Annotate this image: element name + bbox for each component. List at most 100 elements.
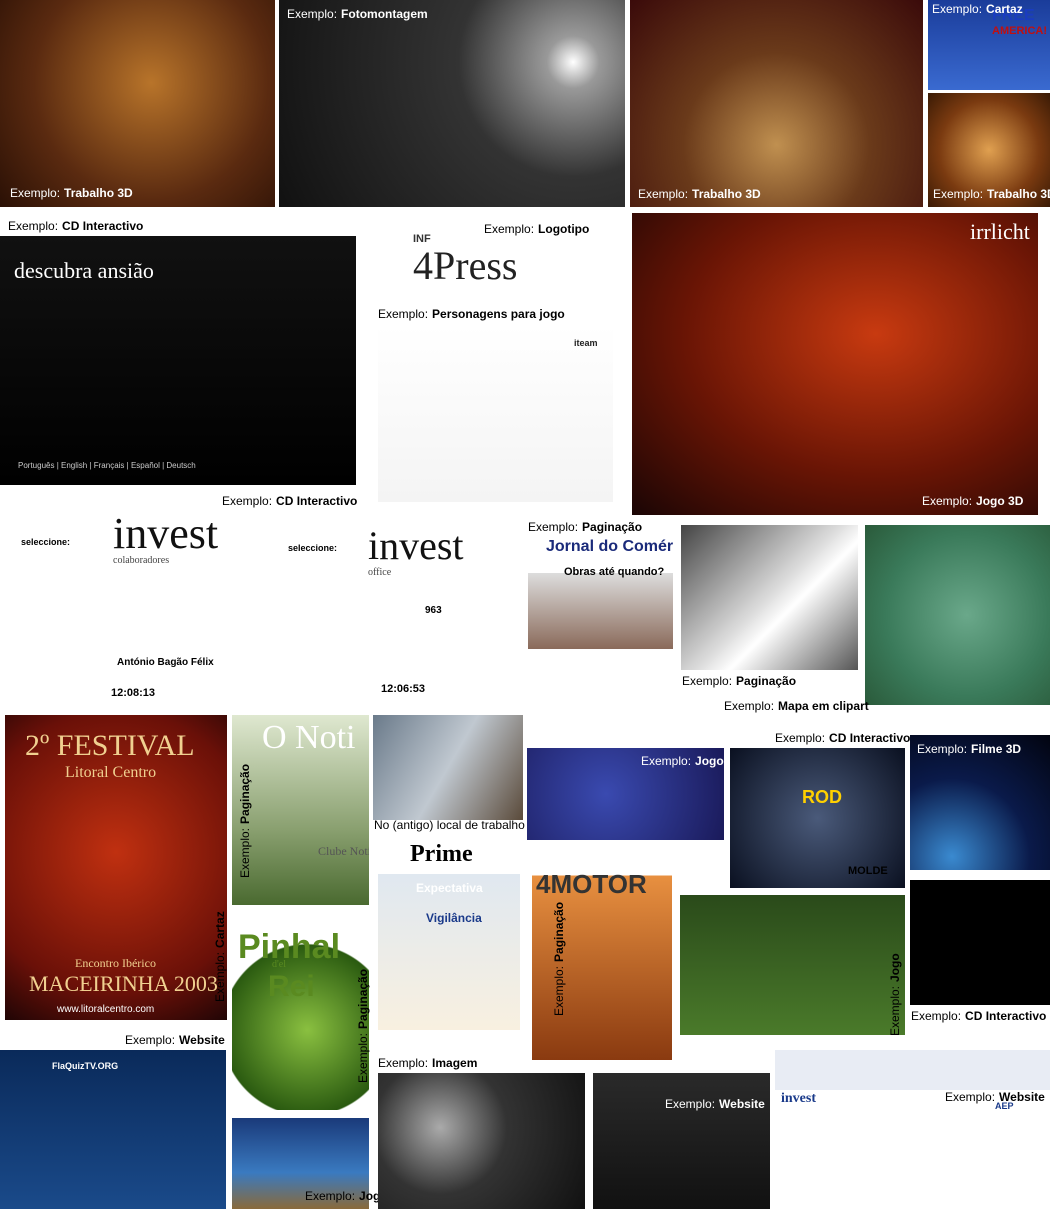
caption-label: Paginação xyxy=(238,763,252,824)
caption-prefix: Exemplo: xyxy=(665,1097,716,1111)
image-text: seleccione: xyxy=(21,537,71,547)
image-text: Pinhal xyxy=(238,928,341,966)
image-text: Encontro Ibérico xyxy=(75,956,156,970)
caption-label: Cartaz xyxy=(213,911,227,948)
portfolio-image xyxy=(0,0,275,207)
image-text: descubra ansião xyxy=(14,258,154,283)
caption: Exemplo: Logotipo xyxy=(484,222,589,236)
image-text: 12:08:13 xyxy=(111,687,156,699)
caption-label: Jogo xyxy=(888,953,902,982)
caption-prefix: Exemplo: xyxy=(484,222,535,236)
caption: Exemplo: Website xyxy=(945,1090,1045,1104)
caption-label: Website xyxy=(719,1097,765,1111)
image-text: 4Press xyxy=(413,243,518,288)
caption-label: Paginação xyxy=(736,674,797,688)
portfolio-image: seleccione: invest office 963 12:06:53 xyxy=(285,520,525,700)
portfolio-image xyxy=(910,735,1050,870)
caption-prefix: Exemplo: xyxy=(888,985,902,1036)
caption-prefix: Exemplo: xyxy=(213,951,227,1002)
image-text: Rei xyxy=(268,970,315,1003)
portfolio-image: FlaQuizTV.ORG xyxy=(0,1050,226,1209)
portfolio-image: ROD MOLDE xyxy=(730,748,905,888)
portfolio-image: FREE AMERICA! xyxy=(928,0,1050,90)
image-text: FlaQuizTV.ORG xyxy=(52,1061,119,1071)
portfolio-image: INF 4Press xyxy=(405,232,590,300)
image-text: office xyxy=(368,567,392,578)
portfolio-image xyxy=(928,93,1050,207)
image-text: iteam xyxy=(574,338,598,348)
caption-label: Website xyxy=(999,1090,1045,1104)
caption: Exemplo: Website xyxy=(125,1033,225,1047)
caption-label: Jogo 3D xyxy=(976,494,1024,508)
image-text: www.litoralcentro.com xyxy=(57,1004,155,1015)
image-text: INF xyxy=(413,233,431,245)
portfolio-image xyxy=(680,895,905,1035)
caption-label: Paginação xyxy=(552,901,566,962)
caption-prefix: Exemplo: xyxy=(125,1033,176,1047)
portfolio-image: invest EXPONOR AEP xyxy=(775,1050,1050,1209)
portfolio-image xyxy=(681,525,858,670)
caption-prefix: Exemplo: xyxy=(922,494,973,508)
caption: Exemplo: CD Interactivo xyxy=(8,219,143,233)
image-text: 4MOTOR xyxy=(536,869,647,899)
caption-prefix: Exemplo: xyxy=(932,2,983,16)
caption-label: CD Interactivo xyxy=(829,731,911,745)
caption: Exemplo: Mapa em clipart xyxy=(724,699,869,713)
caption: Exemplo: Paginação xyxy=(552,902,566,1016)
caption: Exemplo: Trabalho 3D xyxy=(933,187,1050,201)
image-text: colaboradores xyxy=(113,555,170,566)
caption-label: CD Interactivo xyxy=(62,219,144,233)
image-text: Expectativa xyxy=(416,881,483,895)
image-text: ROD xyxy=(802,787,842,807)
caption: Exemplo:Jogo xyxy=(305,1189,388,1203)
portfolio-image xyxy=(527,748,724,840)
caption-prefix: Exemplo: xyxy=(638,187,689,201)
portfolio-image xyxy=(279,0,625,207)
caption-label: Jogo xyxy=(695,754,724,768)
portfolio-image xyxy=(630,0,923,207)
portfolio-image xyxy=(865,525,1050,705)
image-text: irrlicht xyxy=(970,219,1030,244)
portfolio-image: 2º FESTIVAL Litoral Centro Encontro Ibéric… xyxy=(5,715,227,1020)
caption: Exemplo: CD Interactivo xyxy=(911,1009,1046,1023)
image-text: MOLDE xyxy=(848,865,888,877)
portfolio-image: Jornal do Comércio Obras até quando? xyxy=(528,535,673,725)
caption-label: Personagens para jogo xyxy=(432,307,565,321)
caption-label: Paginação xyxy=(356,968,370,1029)
caption: Exemplo: Paginação xyxy=(238,764,252,878)
caption: Exemplo: Fotomontagem xyxy=(287,7,428,21)
image-text: invest xyxy=(113,510,219,558)
caption-prefix: Exemplo: xyxy=(911,1009,962,1023)
caption-label: Mapa em clipart xyxy=(778,699,869,713)
portfolio-image: irrlicht xyxy=(632,213,1038,515)
image-text: d'el xyxy=(272,959,287,970)
caption-label: Cartaz xyxy=(986,2,1023,16)
caption-prefix: Exemplo: xyxy=(933,187,984,201)
caption-label: Logotipo xyxy=(538,222,590,236)
portfolio-image xyxy=(593,1073,770,1209)
caption-prefix: Exemplo: xyxy=(641,754,692,768)
caption-prefix: Exemplo: xyxy=(287,7,338,21)
portfolio-image xyxy=(232,1118,369,1209)
caption: Exemplo: CD Interactivo xyxy=(775,731,910,745)
image-text: seleccione: xyxy=(288,543,338,553)
caption-prefix: Exemplo: xyxy=(378,307,429,321)
caption-prefix: Exemplo: xyxy=(356,1032,370,1083)
caption: Exemplo: Cartaz xyxy=(213,911,227,1002)
image-text: Vigilância xyxy=(426,911,482,925)
caption: Exemplo: Website xyxy=(665,1097,765,1111)
image-text: Jornal do Comércio xyxy=(546,538,673,555)
caption: Exemplo: Jogo 3D xyxy=(922,494,1023,508)
caption-label: CD Interactivo xyxy=(965,1009,1047,1023)
caption-prefix: Exemplo: xyxy=(10,186,61,200)
image-text: Prime xyxy=(410,841,473,867)
portfolio-image xyxy=(910,880,1050,1005)
caption-prefix: Exemplo: xyxy=(222,494,273,508)
portfolio-image: 4MOTOR xyxy=(532,855,672,1060)
caption-prefix: Exemplo: xyxy=(378,1056,429,1070)
portfolio-image: seleccione: invest colaboradores António Ba… xyxy=(15,510,280,700)
caption: Exemplo:Cartaz xyxy=(932,2,1023,16)
portfolio-image: O Noti Clube Noti! xyxy=(232,715,369,905)
image-text: António Bagão Félix xyxy=(117,657,214,668)
